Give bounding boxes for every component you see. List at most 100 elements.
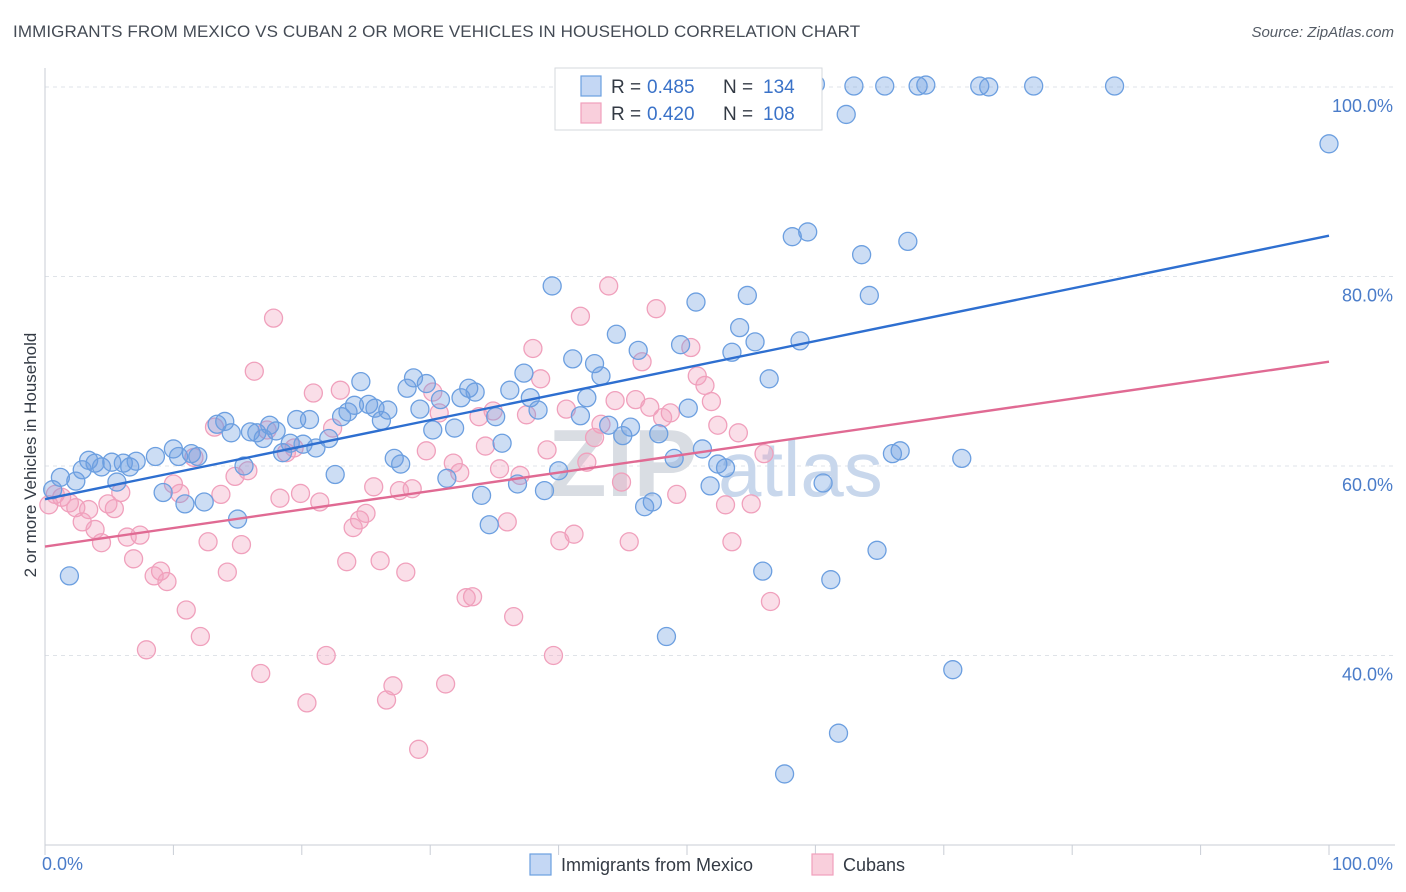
cubans-point xyxy=(564,524,584,544)
mexico-point xyxy=(299,409,320,430)
y-tick-label-80: 80.0% xyxy=(1342,285,1393,305)
mexico-point xyxy=(1024,76,1044,96)
cubans-point xyxy=(376,690,397,710)
mexico-point xyxy=(867,540,887,560)
cubans-point xyxy=(211,484,231,505)
cubans-point xyxy=(462,587,483,607)
legend-n-label-mexico: N = xyxy=(723,77,753,98)
cubans-point xyxy=(741,494,761,514)
mexico-point xyxy=(1104,76,1125,96)
mexico-point xyxy=(642,492,662,512)
cubans-point xyxy=(570,306,591,326)
mexico-point xyxy=(91,457,112,477)
cubans-point xyxy=(646,299,666,319)
mexico-point xyxy=(859,285,879,306)
cubans-point xyxy=(356,503,376,524)
cubans-point xyxy=(497,512,517,532)
cubans-point xyxy=(316,645,336,666)
mexico-point xyxy=(979,77,999,97)
mexico-point xyxy=(344,395,365,415)
mexico-point xyxy=(1319,134,1339,154)
cubans-point xyxy=(123,549,144,569)
source-label: Source: ZipAtlas.com xyxy=(1251,24,1394,41)
mexico-point xyxy=(916,75,936,95)
mexico-point xyxy=(416,373,436,394)
y-tick-label-40: 40.0% xyxy=(1342,664,1393,684)
top-legend: R = 0.485 N = 134 R = 0.420 N = 108 xyxy=(554,67,823,131)
cubans-point xyxy=(456,588,476,608)
mexico-point xyxy=(444,418,465,438)
cubans-points xyxy=(39,76,787,759)
mexico-point xyxy=(759,369,779,389)
mexico-point xyxy=(844,76,864,96)
x-tick-label-end: 100.0% xyxy=(1332,854,1393,874)
mexico-point xyxy=(908,76,928,96)
mexico-point xyxy=(471,485,492,506)
mexico-point xyxy=(943,660,963,680)
mexico-point xyxy=(153,482,173,503)
mexico-point xyxy=(486,407,506,427)
trendlines xyxy=(44,234,1330,548)
cubans-point xyxy=(475,436,496,456)
mexico-point xyxy=(534,480,555,501)
cubans-point xyxy=(695,375,715,396)
cubans-point xyxy=(701,391,722,412)
cubans-point xyxy=(130,525,150,545)
cubans-point xyxy=(728,423,749,443)
mexico-point xyxy=(500,380,520,400)
mexico-point xyxy=(890,441,910,461)
cubans-point xyxy=(190,626,211,647)
cubans-point xyxy=(104,498,124,519)
mexico-point xyxy=(836,104,856,125)
mexico-point xyxy=(465,382,485,402)
legend-swatch-mexico xyxy=(580,75,602,97)
mexico-point xyxy=(813,473,833,493)
cubans-point xyxy=(383,676,403,696)
mexico-trendline xyxy=(44,234,1330,501)
cubans-point xyxy=(251,663,271,684)
mexico-point xyxy=(423,420,443,440)
cubans-point xyxy=(722,532,742,552)
mexico-point xyxy=(664,448,684,469)
mexico-point xyxy=(678,398,698,418)
axes xyxy=(44,68,1395,855)
mexico-point xyxy=(479,515,499,535)
legend-r-cubans: 0.420 xyxy=(647,104,695,125)
cubans-point xyxy=(489,459,510,479)
cubans-point xyxy=(611,472,632,492)
cubans-point xyxy=(364,477,384,497)
mexico-point xyxy=(221,423,241,443)
mexico-point xyxy=(50,467,71,487)
mexico-point xyxy=(514,363,534,383)
cubans-point xyxy=(270,488,290,508)
x-tick-label-start: 0.0% xyxy=(42,854,83,874)
mexico-point xyxy=(656,626,677,647)
bottom-legend-swatch-mexico xyxy=(529,853,552,876)
mexico-point xyxy=(821,570,841,590)
mexico-point xyxy=(715,458,736,478)
cubans-point xyxy=(370,551,390,571)
y-tick-labels: 40.0% 60.0% 80.0% 100.0% xyxy=(1332,96,1393,685)
mexico-point xyxy=(410,399,430,419)
cubans-point xyxy=(290,483,311,504)
mexico-point xyxy=(774,764,795,784)
legend-n-mexico: 134 xyxy=(763,77,795,98)
cubans-point xyxy=(217,562,237,582)
mexico-point xyxy=(563,349,583,369)
cubans-point xyxy=(330,380,350,400)
cubans-point xyxy=(537,440,557,460)
cubans-point xyxy=(530,369,551,389)
mexico-point xyxy=(430,389,451,410)
cubans-point xyxy=(632,352,652,372)
mexico-point xyxy=(745,332,765,352)
mexico-point xyxy=(790,331,810,351)
cubans-point xyxy=(244,361,264,381)
mexico-point xyxy=(194,492,214,512)
mexico-point xyxy=(66,471,86,491)
mexico-point xyxy=(828,723,849,743)
mexico-point xyxy=(686,292,706,312)
mexico-point xyxy=(898,231,918,252)
mexico-point xyxy=(875,76,895,96)
legend-r-label-cubans: R = xyxy=(611,104,641,125)
